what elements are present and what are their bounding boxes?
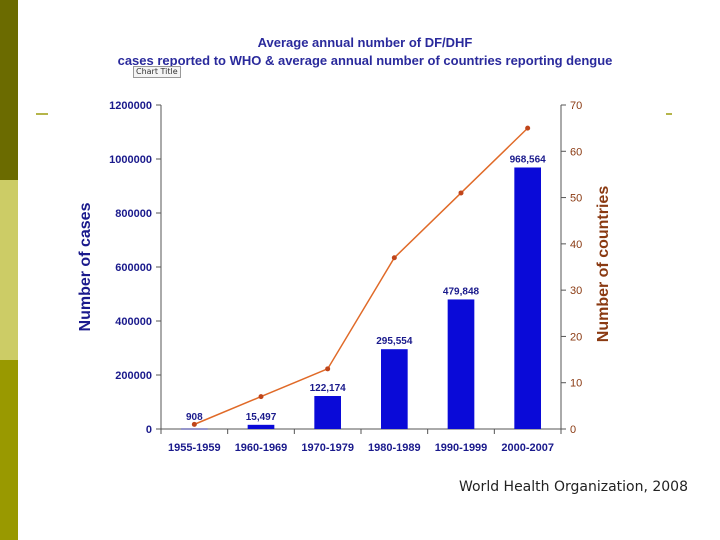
bar-value-label: 908 [186, 412, 203, 423]
bar-value-label: 122,174 [310, 383, 347, 394]
side-bar-mid [0, 360, 18, 540]
y-right-tick-label: 50 [570, 193, 582, 205]
bar-cases [247, 424, 275, 429]
y-right-axis-title: Number of countries [595, 186, 612, 343]
line-countries-point [391, 255, 397, 261]
y-right-tick-label: 0 [570, 424, 576, 436]
y-left-axis-title: Number of cases [77, 202, 94, 331]
bar-value-label: 295,554 [376, 336, 413, 347]
y-right-tick-label: 70 [570, 100, 582, 112]
chart-title-line-2: cases reported to WHO & average annual n… [117, 53, 613, 68]
bar-value-label: 15,497 [246, 412, 277, 423]
x-tick-label: 1960-1969 [235, 442, 288, 454]
source-caption: World Health Organization, 2008 [458, 479, 688, 495]
line-countries-point [525, 125, 531, 131]
line-countries-point [191, 421, 197, 427]
bar-cases [314, 396, 341, 429]
y-right-tick-label: 30 [570, 285, 582, 297]
y-left-tick-label: 600000 [115, 262, 152, 274]
x-tick-label: 1990-1999 [435, 442, 488, 454]
decor-dash-left [36, 113, 48, 115]
x-tick-label: 1970-1979 [301, 442, 354, 454]
x-tick-label: 1980-1989 [368, 442, 421, 454]
y-right-tick-label: 20 [570, 331, 582, 343]
bar-value-label: 968,564 [510, 154, 547, 165]
y-right-tick-label: 60 [570, 146, 582, 158]
bar-cases [381, 349, 408, 429]
x-tick-label: 1955-1959 [168, 442, 221, 454]
y-left-tick-label: 1200000 [109, 100, 152, 112]
x-tick-label: 2000-2007 [501, 442, 554, 454]
bar-cases [181, 428, 208, 430]
bar-cases [447, 299, 475, 429]
chart-title-tag[interactable]: Chart Title [133, 66, 181, 78]
bar-cases [514, 167, 541, 429]
y-left-tick-label: 800000 [115, 208, 152, 220]
chart-title-line-1: Average annual number of DF/DHF [257, 35, 473, 50]
y-left-tick-label: 0 [146, 424, 152, 436]
y-left-tick-label: 400000 [115, 316, 152, 328]
line-countries-point [258, 394, 264, 400]
decor-dash-right [666, 113, 672, 115]
line-countries [194, 127, 529, 426]
side-bar-light [0, 180, 18, 360]
y-left-tick-label: 200000 [115, 370, 152, 382]
y-right-tick-label: 40 [570, 239, 582, 251]
line-countries-point [325, 366, 331, 372]
y-left-tick-label: 1000000 [109, 154, 152, 166]
side-bar-dark [0, 0, 18, 180]
y-right-tick-label: 10 [570, 378, 582, 390]
line-countries-point [458, 190, 464, 196]
bar-value-label: 479,848 [443, 286, 480, 297]
